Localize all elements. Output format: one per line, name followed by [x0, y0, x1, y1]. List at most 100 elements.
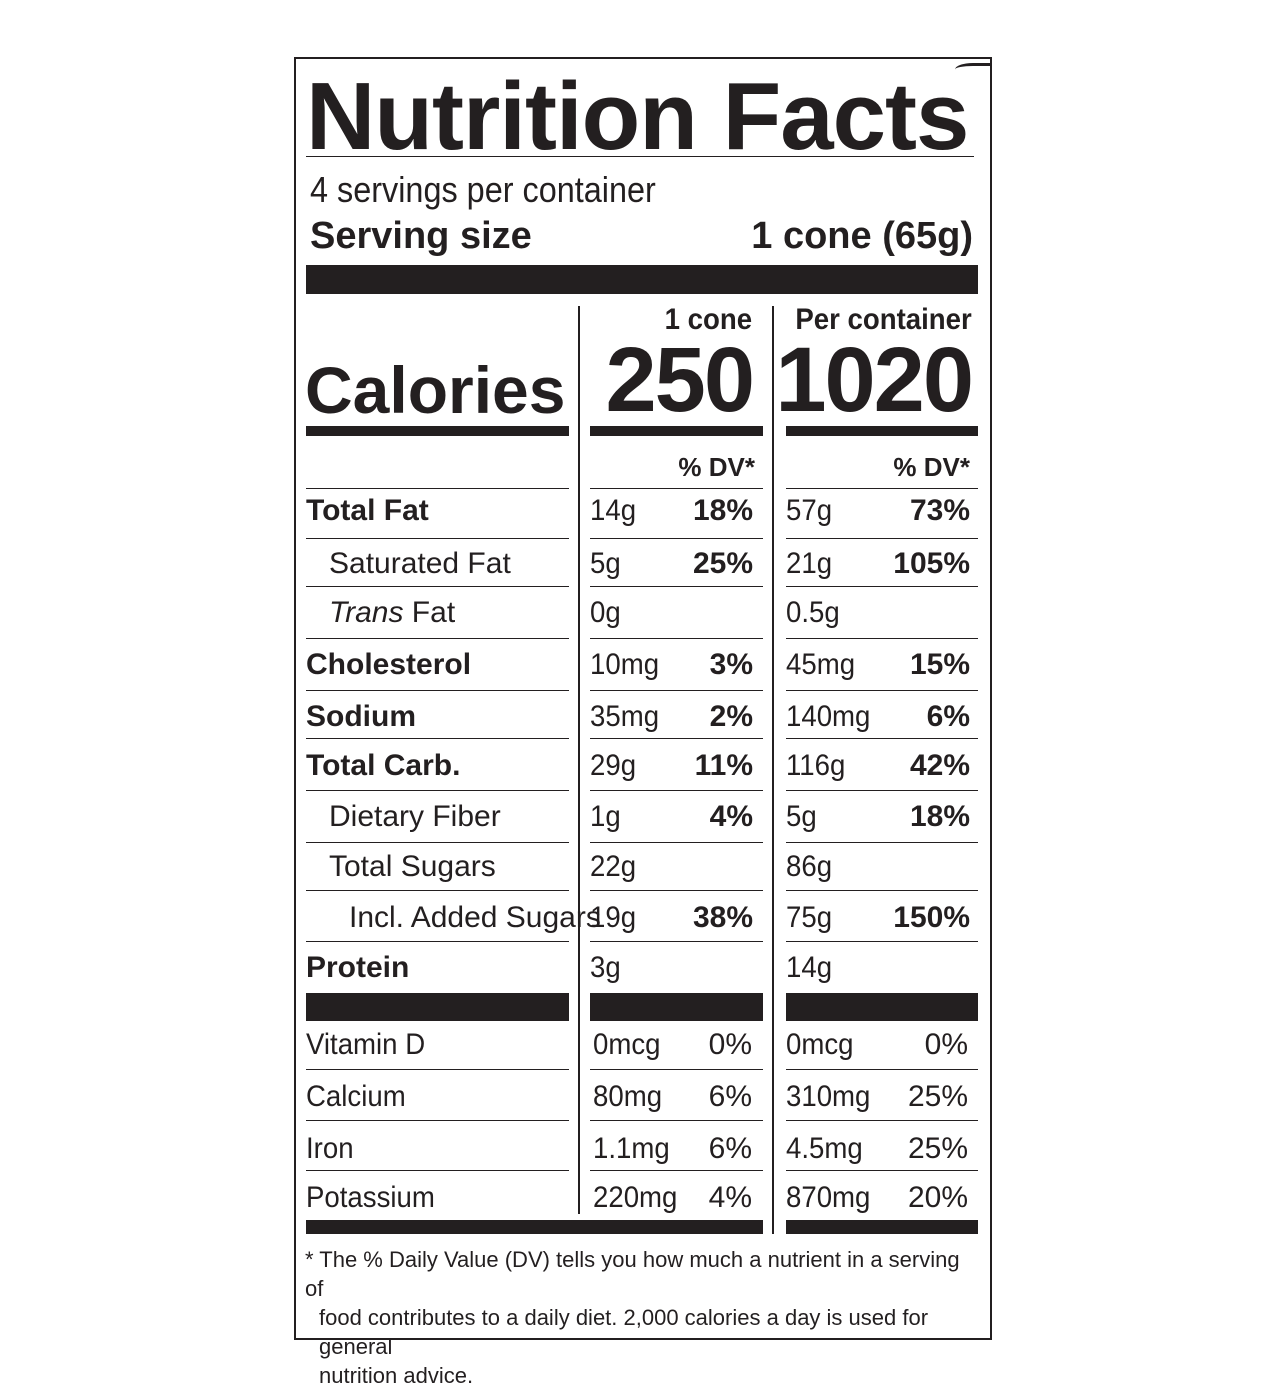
nutrient-rule-1-seg-1 — [306, 488, 569, 489]
calories-bar-col2 — [786, 426, 978, 436]
nutrient-amount-single: 1g — [590, 800, 621, 833]
nutrient-amount-container: 5g — [786, 800, 817, 833]
column-header-single: 1 cone — [664, 303, 752, 336]
calories-bar-col1 — [590, 426, 763, 436]
nutrient-label: Total Sugars — [329, 850, 496, 883]
thick-divider-vitamins-label — [306, 993, 569, 1021]
nutrient-rule-5-seg-3 — [786, 690, 978, 691]
nutrient-dv-single: 3% — [709, 648, 753, 681]
vitamin-dv-container: 25% — [907, 1080, 968, 1113]
vitamin-amount-single: 80mg — [593, 1080, 663, 1113]
calories-label: Calories — [305, 353, 566, 427]
vitamin-rule-2-seg-3 — [786, 1120, 978, 1121]
nutrient-rule-3-seg-2 — [590, 586, 763, 587]
nutrient-dv-single: 38% — [692, 901, 753, 934]
nutrient-rule-8-seg-3 — [786, 842, 978, 843]
nutrient-rule-1-seg-2 — [590, 488, 763, 489]
calories-single: 250 — [605, 329, 755, 431]
vitamin-dv-container: 25% — [907, 1132, 968, 1165]
footnote-line-3: nutrition advice. — [319, 1363, 474, 1388]
nutrient-label-italic: Trans — [329, 596, 404, 629]
nutrient-rule-6-seg-1 — [306, 738, 569, 739]
nutrient-dv-container: 15% — [909, 648, 970, 681]
nutrient-rule-10-seg-2 — [590, 941, 763, 942]
column-divider-2 — [772, 306, 774, 1234]
nutrient-dv-single: 11% — [694, 749, 753, 782]
nutrient-label: Incl. Added Sugars — [349, 901, 601, 934]
nutrient-amount-container: 0.5g — [786, 596, 840, 629]
vitamin-rule-3-seg-2 — [590, 1170, 763, 1171]
nutrient-dv-single: 2% — [709, 700, 753, 733]
nutrient-rule-4-seg-1 — [306, 638, 569, 639]
servings-per-container: 4 servings per container — [310, 169, 656, 210]
nutrient-rule-7-seg-1 — [306, 790, 569, 791]
thick-divider-bottom-left — [306, 1220, 763, 1234]
nutrient-rule-4-seg-2 — [590, 638, 763, 639]
thick-divider-vitamins-col1 — [590, 993, 763, 1021]
vitamin-rule-1-seg-3 — [786, 1069, 978, 1070]
nutrient-amount-single: 14g — [590, 494, 637, 527]
panel-title: Nutrition Facts — [306, 63, 969, 170]
vitamin-amount-container: 4.5mg — [786, 1132, 863, 1165]
nutrient-amount-container: 116g — [786, 749, 846, 782]
vitamin-amount-single: 0mcg — [593, 1028, 661, 1061]
thick-divider-vitamins-col2 — [786, 993, 978, 1021]
vitamin-rule-2-seg-1 — [306, 1120, 569, 1121]
footnote-line-2: food contributes to a daily diet. 2,000 … — [319, 1305, 929, 1359]
vitamin-label: Calcium — [306, 1080, 406, 1113]
nutrient-rule-7-seg-2 — [590, 790, 763, 791]
nutrient-amount-container: 57g — [786, 494, 833, 527]
nutrient-rule-5-seg-1 — [306, 690, 569, 691]
nutrient-amount-container: 45mg — [786, 648, 856, 681]
nutrient-label: Cholesterol — [306, 648, 472, 681]
vitamin-rule-1-seg-2 — [590, 1069, 763, 1070]
nutrient-label: Total Fat — [306, 494, 429, 527]
vitamin-rule-3-seg-1 — [306, 1170, 569, 1171]
nutrient-dv-container: 6% — [926, 700, 970, 733]
vitamin-dv-single: 0% — [708, 1028, 752, 1061]
vitamin-dv-container: 0% — [924, 1028, 968, 1061]
nutrient-amount-container: 86g — [786, 850, 833, 883]
nutrient-label: Protein — [306, 951, 410, 984]
nutrient-rule-10-seg-3 — [786, 941, 978, 942]
nutrient-dv-container: 18% — [909, 800, 970, 833]
nutrient-label: Trans Fat — [329, 595, 455, 631]
nutrient-dv-container: 150% — [893, 901, 970, 934]
vitamin-dv-container: 20% — [907, 1181, 968, 1214]
thick-divider-top — [306, 265, 978, 294]
column-divider-1 — [578, 306, 580, 1214]
nutrient-rule-7-seg-3 — [786, 790, 978, 791]
nutrient-amount-container: 75g — [786, 901, 833, 934]
nutrient-dv-single: 18% — [692, 494, 753, 527]
nutrient-amount-single: 29g — [590, 749, 637, 782]
thick-divider-bottom-right — [786, 1220, 978, 1234]
nutrient-dv-container: 73% — [909, 494, 970, 527]
nutrient-rule-1-seg-3 — [786, 488, 978, 489]
nutrient-amount-single: 19g — [590, 901, 637, 934]
nutrient-amount-container: 21g — [786, 547, 833, 580]
nutrient-rule-3-seg-3 — [786, 586, 978, 587]
nutrient-rule-8-seg-2 — [590, 842, 763, 843]
nutrient-rule-3-seg-1 — [306, 586, 569, 587]
nutrient-dv-container: 105% — [893, 547, 970, 580]
nutrient-rule-6-seg-3 — [786, 738, 978, 739]
calories-container: 1020 — [775, 329, 974, 431]
nutrient-amount-single: 10mg — [590, 648, 660, 681]
nutrient-label: Sodium — [306, 700, 416, 733]
nutrient-rule-9-seg-3 — [786, 890, 978, 891]
corner-curl-mark — [955, 57, 991, 77]
serving-size-value: 1 cone (65g) — [751, 215, 973, 257]
nutrient-amount-single: 35mg — [590, 700, 660, 733]
nutrient-label: Saturated Fat — [329, 547, 511, 580]
nutrient-amount-single: 5g — [590, 547, 621, 580]
nutrient-label-rest: Fat — [403, 596, 456, 629]
vitamin-dv-single: 4% — [708, 1181, 752, 1214]
dv-header-container: % DV* — [893, 452, 970, 482]
serving-size-label: Serving size — [310, 215, 532, 257]
vitamin-amount-container: 870mg — [786, 1181, 871, 1214]
nutrient-rule-8-seg-1 — [306, 842, 569, 843]
vitamin-amount-single: 1.1mg — [593, 1132, 670, 1165]
vitamin-rule-1-seg-1 — [306, 1069, 569, 1070]
nutrient-amount-container: 14g — [786, 951, 833, 984]
nutrient-rule-9-seg-1 — [306, 890, 569, 891]
